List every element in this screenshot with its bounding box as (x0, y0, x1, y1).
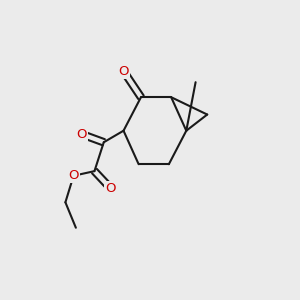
Text: O: O (68, 169, 79, 182)
Text: O: O (76, 128, 87, 141)
Text: O: O (118, 64, 129, 78)
Text: O: O (106, 182, 116, 195)
